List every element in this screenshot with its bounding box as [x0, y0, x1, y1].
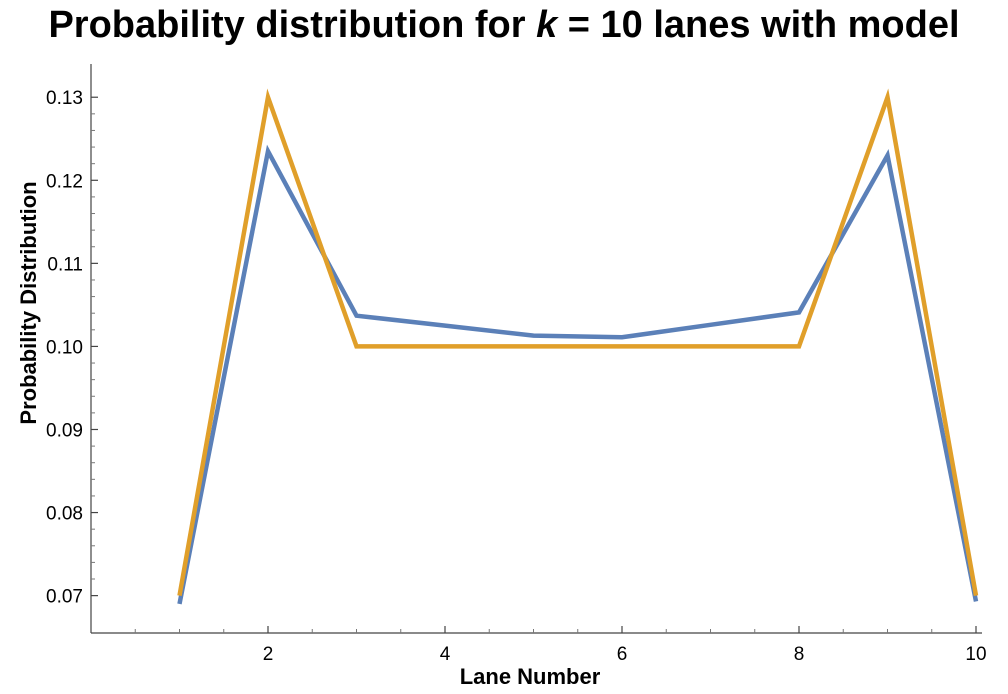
y-tick-label: 0.07: [46, 587, 83, 608]
x-tick-label: 8: [794, 644, 805, 665]
y-tick-label: 0.11: [47, 254, 83, 275]
y-axis-label: Probability Distribution: [16, 181, 41, 424]
series-line-blue: [177, 144, 979, 605]
x-tick-label: 6: [617, 644, 628, 665]
series-line-orange: [177, 88, 979, 597]
axes: 2 4 6 8 10 0.07 0.08 0.09 0.10 0.11 0.12 0.13: [46, 64, 987, 665]
x-axis-label: Lane Number: [460, 664, 601, 689]
y-tick-label: 0.10: [46, 337, 83, 358]
x-tick-label: 4: [440, 644, 451, 665]
y-tick-label: 0.09: [46, 420, 83, 441]
chart-title-variable: k: [536, 4, 558, 46]
chart-title-suffix: = 10 lanes with model: [557, 4, 960, 46]
y-tick-label: 0.12: [46, 171, 83, 192]
chart-title-prefix: Probability distribution for: [48, 4, 537, 46]
x-tick-label: 10: [965, 644, 986, 665]
series-group: [177, 88, 979, 605]
x-tick-label: 2: [263, 644, 274, 665]
y-tick-label: 0.13: [46, 88, 83, 109]
chart-title: Probability distribution for k = 10 lane…: [0, 4, 1008, 47]
y-tick-label: 0.08: [46, 504, 83, 525]
